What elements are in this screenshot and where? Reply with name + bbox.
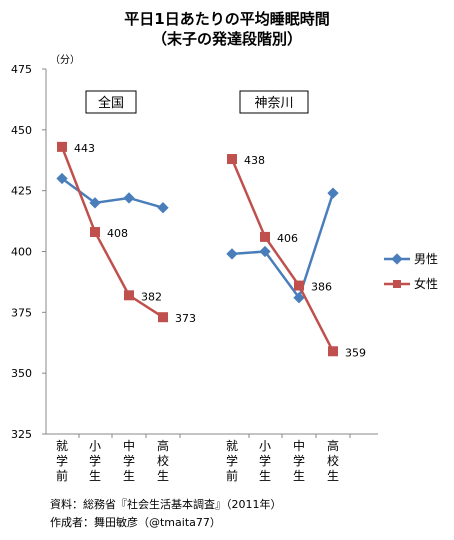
panel-label-national: 全国 (98, 95, 124, 111)
x-category-label: 高校生 (157, 438, 169, 483)
series-line-female (60, 146, 164, 319)
data-point-male (226, 248, 238, 260)
data-point-female (294, 280, 304, 291)
chart-marks: 443 408 382 373 438 406 386 359 (56, 141, 366, 359)
axes: 325 350 375 400 425 450 475 就学前 小学生 中学生 高校生 就学前 小学生 中… (11, 63, 378, 483)
y-tick-label: 450 (11, 124, 32, 137)
data-point-female (227, 154, 237, 165)
series-line-female (230, 158, 335, 352)
legend: 男性 女性 (384, 252, 438, 291)
legend-label-female: 女性 (414, 276, 438, 291)
x-category-label: 高校生 (327, 438, 339, 483)
source-note: 資料：総務省『社会生活基本調査』（2011年） (50, 497, 282, 511)
x-category-label: 小学生 (89, 439, 101, 483)
panel-label-box-national (85, 90, 137, 114)
y-tick-label: 325 (11, 428, 32, 441)
data-point-male (293, 292, 305, 304)
data-point-female (260, 231, 270, 242)
data-label: 373 (175, 312, 196, 325)
y-tick-label: 350 (11, 367, 32, 380)
data-point-male (123, 192, 135, 204)
data-label: 406 (277, 232, 298, 245)
legend-label-male: 男性 (414, 252, 438, 266)
author-note: 作成者：舞田敏彦（@tmaita77） (50, 515, 221, 529)
y-tick-label: 375 (11, 306, 32, 319)
chart-subtitle: （末子の発達段階別） (152, 30, 302, 48)
data-label: 359 (345, 346, 366, 359)
x-category-label: 小学生 (259, 439, 271, 483)
x-category-label: 就学前 (226, 439, 238, 483)
y-tick-label: 425 (11, 185, 32, 198)
x-category-label: 中学生 (123, 438, 135, 483)
y-tick-label: 475 (11, 63, 32, 76)
data-point-female (57, 141, 67, 152)
data-label: 386 (311, 281, 332, 294)
legend-marker-female (393, 280, 401, 288)
y-axis-unit-label: （分） (50, 54, 80, 66)
data-label: 382 (141, 290, 162, 303)
data-point-female (158, 312, 168, 323)
panel-label-box-kanagawa (239, 90, 309, 114)
data-point-female (90, 227, 100, 238)
data-label: 438 (244, 154, 265, 167)
y-tick-label: 400 (11, 246, 32, 259)
x-category-label: 就学前 (56, 439, 68, 483)
panel-label-kanagawa: 神奈川 (254, 96, 293, 111)
chart-title: 平日1日あたりの平均睡眠時間 (124, 10, 329, 28)
data-point-male (157, 202, 169, 214)
data-point-male (259, 245, 271, 258)
data-point-female (124, 290, 134, 301)
data-point-female (328, 346, 338, 357)
series-line-male (231, 192, 335, 301)
data-label: 443 (74, 142, 95, 155)
legend-marker-male (391, 253, 403, 265)
data-point-male (327, 187, 339, 199)
x-category-label: 中学生 (293, 438, 305, 483)
data-label: 408 (107, 227, 128, 240)
